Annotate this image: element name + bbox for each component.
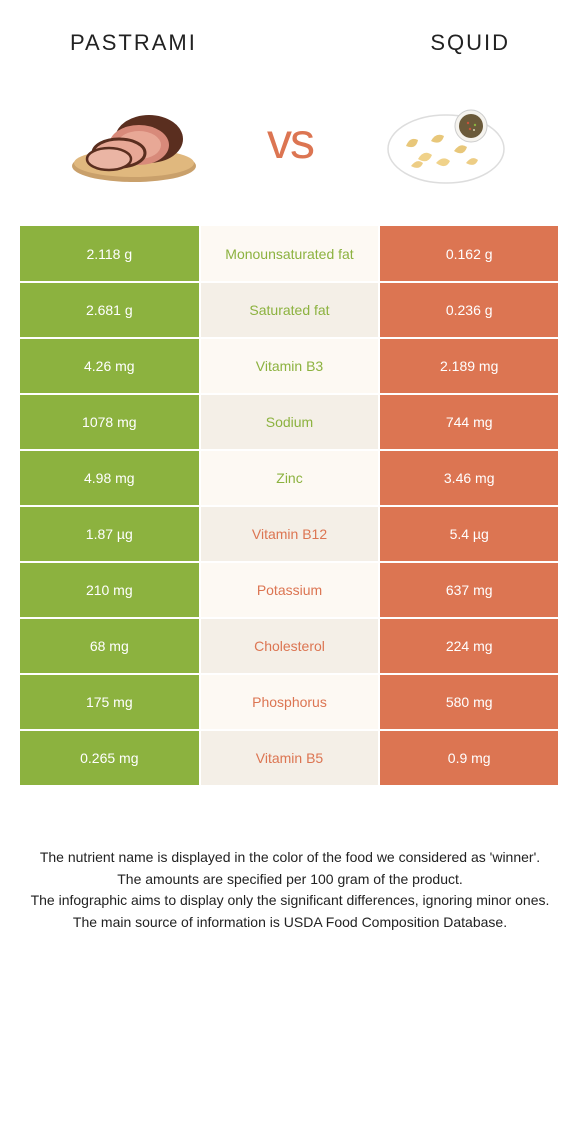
table-row: 0.265 mgVitamin B50.9 mg <box>20 730 559 786</box>
nutrient-table: 2.118 gMonounsaturated fat0.162 g2.681 g… <box>20 226 560 787</box>
nutrient-label-cell: Zinc <box>200 450 380 506</box>
right-value-cell: 224 mg <box>379 618 559 674</box>
left-value-cell: 4.98 mg <box>20 450 200 506</box>
header: Pastrami Squid <box>0 0 580 76</box>
nutrient-label-cell: Monounsaturated fat <box>200 226 380 282</box>
left-value-cell: 210 mg <box>20 562 200 618</box>
left-value-cell: 2.118 g <box>20 226 200 282</box>
nutrient-label-cell: Potassium <box>200 562 380 618</box>
footer-line: The amounts are specified per 100 gram o… <box>30 869 550 891</box>
footer-line: The nutrient name is displayed in the co… <box>30 847 550 869</box>
right-value-cell: 0.236 g <box>379 282 559 338</box>
pastrami-image <box>59 86 209 196</box>
nutrient-tbody: 2.118 gMonounsaturated fat0.162 g2.681 g… <box>20 226 559 786</box>
table-row: 2.681 gSaturated fat0.236 g <box>20 282 559 338</box>
images-row: vs <box>0 76 580 226</box>
table-row: 210 mgPotassium637 mg <box>20 562 559 618</box>
table-row: 4.98 mgZinc3.46 mg <box>20 450 559 506</box>
footer-notes: The nutrient name is displayed in the co… <box>0 787 580 954</box>
left-value-cell: 4.26 mg <box>20 338 200 394</box>
table-row: 68 mgCholesterol224 mg <box>20 618 559 674</box>
left-food-title: Pastrami <box>70 30 197 56</box>
nutrient-label-cell: Vitamin B5 <box>200 730 380 786</box>
footer-line: The main source of information is USDA F… <box>30 912 550 934</box>
right-value-cell: 5.4 µg <box>379 506 559 562</box>
table-row: 175 mgPhosphorus580 mg <box>20 674 559 730</box>
left-value-cell: 1078 mg <box>20 394 200 450</box>
table-row: 1.87 µgVitamin B125.4 µg <box>20 506 559 562</box>
left-value-cell: 68 mg <box>20 618 200 674</box>
nutrient-label-cell: Saturated fat <box>200 282 380 338</box>
nutrient-label-cell: Phosphorus <box>200 674 380 730</box>
right-value-cell: 637 mg <box>379 562 559 618</box>
right-value-cell: 0.162 g <box>379 226 559 282</box>
nutrient-label-cell: Cholesterol <box>200 618 380 674</box>
nutrient-label-cell: Vitamin B12 <box>200 506 380 562</box>
left-value-cell: 0.265 mg <box>20 730 200 786</box>
table-row: 4.26 mgVitamin B32.189 mg <box>20 338 559 394</box>
left-value-cell: 175 mg <box>20 674 200 730</box>
right-value-cell: 0.9 mg <box>379 730 559 786</box>
footer-line: The infographic aims to display only the… <box>30 890 550 912</box>
left-value-cell: 2.681 g <box>20 282 200 338</box>
squid-image <box>371 86 521 196</box>
left-value-cell: 1.87 µg <box>20 506 200 562</box>
right-value-cell: 3.46 mg <box>379 450 559 506</box>
right-value-cell: 2.189 mg <box>379 338 559 394</box>
nutrient-label-cell: Sodium <box>200 394 380 450</box>
right-food-title: Squid <box>430 30 510 56</box>
table-row: 2.118 gMonounsaturated fat0.162 g <box>20 226 559 282</box>
table-row: 1078 mgSodium744 mg <box>20 394 559 450</box>
right-value-cell: 744 mg <box>379 394 559 450</box>
nutrient-label-cell: Vitamin B3 <box>200 338 380 394</box>
vs-label: vs <box>267 112 313 170</box>
right-value-cell: 580 mg <box>379 674 559 730</box>
